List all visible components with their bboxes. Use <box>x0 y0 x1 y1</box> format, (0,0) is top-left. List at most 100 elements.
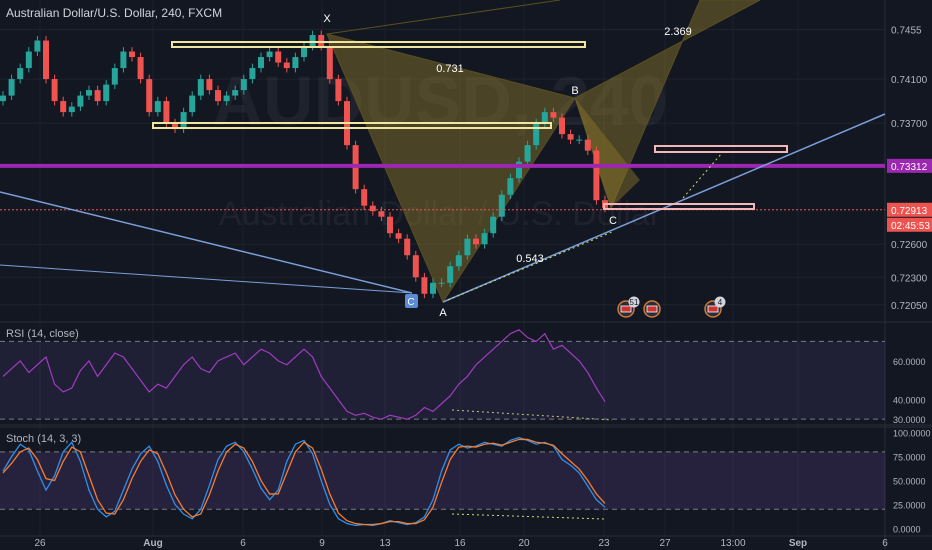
candle-body <box>309 35 316 47</box>
rsi-tick-label: 30.0000 <box>893 415 926 425</box>
candle-body <box>584 139 591 151</box>
event-count-badge <box>714 296 726 308</box>
candle-body <box>438 282 445 284</box>
candle-body <box>206 79 213 91</box>
candle-body <box>17 68 24 80</box>
pattern-ratio-label: 0.543 <box>516 253 544 265</box>
price-tick-label: 0.72600 <box>891 240 928 251</box>
time-tick-label: 27 <box>659 538 671 549</box>
candle-body <box>34 40 41 52</box>
candle-body <box>266 51 273 58</box>
rsi-divergence-arrow <box>451 409 613 421</box>
stoch-d-line <box>2 438 606 526</box>
candle-body <box>404 238 411 256</box>
rsi-band <box>0 341 885 420</box>
candle-body <box>430 282 436 294</box>
price-badge <box>887 202 932 217</box>
event-count-text: 4 <box>718 298 723 307</box>
candle-body <box>567 134 574 140</box>
candle-body <box>232 90 239 96</box>
price-badge-text: 0.72913 <box>891 206 928 217</box>
candle-body <box>576 139 583 141</box>
candle-body <box>172 123 178 129</box>
candle-body <box>0 95 6 102</box>
candle-body <box>507 178 514 195</box>
price-tick-label: 0.74100 <box>891 75 928 86</box>
trendline-label-box <box>405 294 418 308</box>
candle-body <box>369 205 376 212</box>
candle-body <box>129 51 135 58</box>
candle-body <box>447 266 454 283</box>
chart-drawings[interactable]: 51 4 <box>0 41 886 520</box>
harmonic-pattern[interactable] <box>326 0 761 304</box>
price-badge <box>887 217 932 232</box>
price-tick-label: 0.7455 <box>891 26 922 37</box>
trendline-lower <box>0 264 413 294</box>
pattern-bc <box>575 98 640 208</box>
price-tick-label: 0.73700 <box>891 119 928 130</box>
candle-body <box>240 79 247 91</box>
pattern-point-label: C <box>609 215 617 227</box>
resistance-box-upper <box>171 41 586 48</box>
candle-body <box>275 51 282 63</box>
trendline-down <box>0 191 413 294</box>
candle-body <box>25 51 32 69</box>
time-tick-label: 9 <box>319 538 325 549</box>
candle-body <box>292 57 299 69</box>
price-tick-label: 0.72050 <box>891 301 928 312</box>
candle-body <box>318 35 325 47</box>
candle-body <box>550 112 557 118</box>
price-badge <box>887 158 932 173</box>
stoch-tick-label: 100.0000 <box>893 429 931 439</box>
stoch-pane <box>0 436 885 527</box>
pattern-xd-line <box>326 0 561 35</box>
candle-body <box>455 255 462 267</box>
entry-box <box>603 203 755 210</box>
rsi-line <box>2 329 606 420</box>
candle-body <box>378 211 385 217</box>
candle-body <box>593 150 600 201</box>
pattern-xab <box>326 33 576 304</box>
candle-body <box>86 90 92 96</box>
candle-body <box>215 90 221 102</box>
candle-body <box>301 46 307 58</box>
candle-body <box>154 101 161 113</box>
price-badge-text: 02:45:53 <box>891 221 930 232</box>
us-flag-icon <box>646 305 658 313</box>
candle-body <box>533 123 540 146</box>
candle-body <box>68 106 75 113</box>
pattern-ratio-label: 0.731 <box>436 63 464 75</box>
candle-body <box>77 95 84 107</box>
rsi-tick-label: 60.0000 <box>893 357 926 367</box>
candle-body <box>197 79 204 96</box>
candle-body <box>111 68 118 85</box>
time-tick-label: 6 <box>882 538 888 549</box>
candle-body <box>8 79 15 96</box>
stoch-tick-label: 0.0000 <box>893 524 921 534</box>
candle-body <box>189 95 196 113</box>
candle-body <box>103 84 110 102</box>
candle-body <box>559 117 565 135</box>
event-count-badge <box>628 296 640 308</box>
candle-body <box>249 68 256 80</box>
resistance-box-lower <box>152 122 552 129</box>
pattern-point-label: B <box>571 85 578 97</box>
event-count-text: 51 <box>630 298 639 307</box>
candle-body <box>163 101 170 124</box>
candle-body <box>516 161 522 179</box>
candle-body <box>94 90 101 102</box>
time-tick-label: 13:00 <box>720 538 745 549</box>
candle-body <box>283 62 290 69</box>
candle-body <box>43 40 49 80</box>
time-tick-label: 26 <box>34 538 46 549</box>
candle-body <box>335 79 342 102</box>
candle-body <box>258 57 264 69</box>
rsi-pane <box>0 329 885 420</box>
rsi-tick-label: 40.0000 <box>893 396 926 406</box>
candle-body <box>361 189 368 206</box>
chart-labels: X A B C C 0.731 2.369 0.543 <box>323 13 691 319</box>
time-tick-label: Sep <box>789 538 807 549</box>
candle-body <box>326 46 333 80</box>
